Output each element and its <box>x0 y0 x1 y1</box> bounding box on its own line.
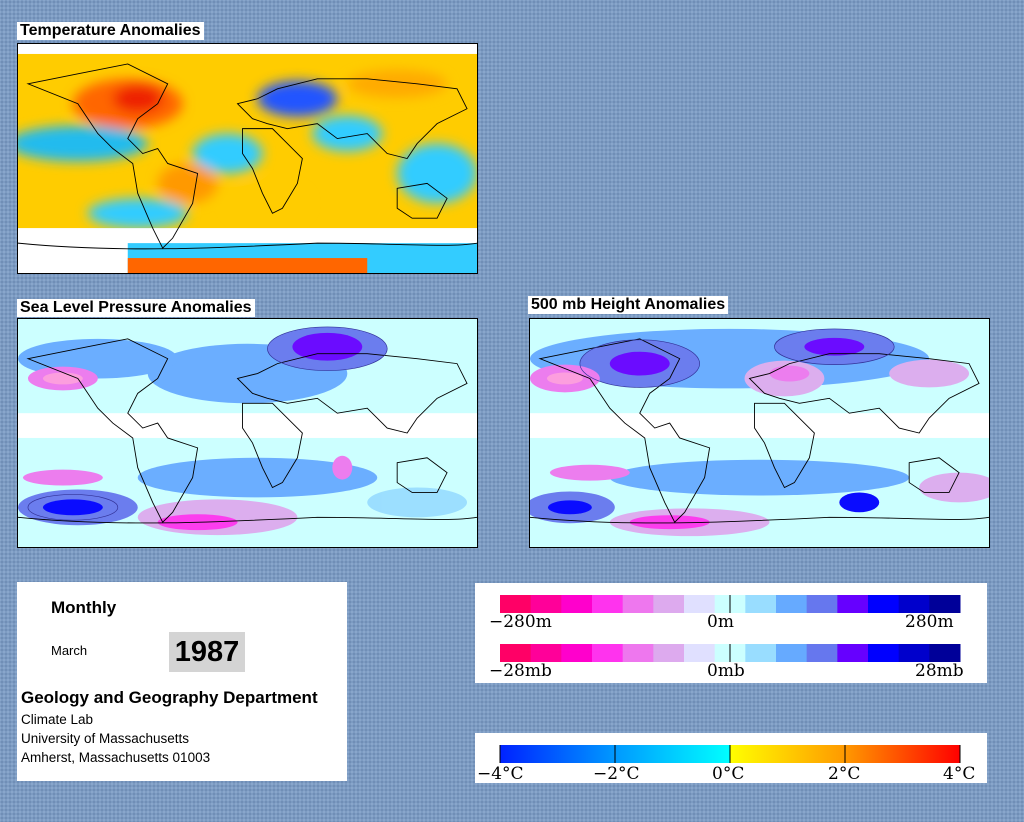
colorbar-segment <box>776 595 808 613</box>
colorbar-segment <box>592 595 624 613</box>
month-label: March <box>51 643 88 658</box>
height-colorbar <box>500 595 961 613</box>
height-zero-label: 0m <box>707 612 734 632</box>
height-max-label: 280m <box>905 612 954 632</box>
colorbar-segment <box>868 644 900 662</box>
temp-label-neg4: −4°C <box>477 764 524 783</box>
period-label: Monthly <box>51 598 117 617</box>
temperature-anomaly-map <box>17 43 478 274</box>
temp-label-4: 4°C <box>943 764 975 783</box>
colorbar-segment <box>500 595 532 613</box>
colorbar-segment <box>500 644 532 662</box>
lab-label: Climate Lab <box>21 712 94 727</box>
colorbar-segment <box>929 644 961 662</box>
info-box: Monthly March 1987 Geology and Geography… <box>17 582 347 781</box>
colorbar-segment <box>745 644 777 662</box>
height500-anomaly-map <box>529 318 990 548</box>
colorbar-segment <box>592 644 624 662</box>
colorbar-segment <box>898 595 930 613</box>
colorbar-segment <box>530 644 562 662</box>
slp-zero-label: 0mb <box>707 661 745 681</box>
colorbar-segment <box>806 644 838 662</box>
colorbar-segment <box>684 595 716 613</box>
temp-label-0: 0°C <box>712 764 744 783</box>
colorbar-segment <box>561 595 593 613</box>
colorbar-segment <box>530 595 562 613</box>
temperature-legend: −4°C −2°C 0°C 2°C 4°C <box>475 733 987 783</box>
height500-panel-title: 500 mb Height Anomalies <box>528 296 729 314</box>
colorbar-segment <box>653 644 685 662</box>
colorbar-segment <box>622 644 654 662</box>
colorbar-segment <box>622 595 654 613</box>
colorbar-segment <box>898 644 930 662</box>
colorbar-segment <box>806 595 838 613</box>
temp-label-2: 2°C <box>828 764 860 783</box>
colorbar-segment <box>837 644 869 662</box>
colorbar-segment <box>653 595 685 613</box>
temp-label-neg2: −2°C <box>593 764 640 783</box>
year-label: 1987 <box>169 632 245 672</box>
address-label: Amherst, Massachusetts 01003 <box>21 750 211 765</box>
colorbar-segment <box>684 644 716 662</box>
colorbar-segment <box>868 595 900 613</box>
slp-colorbar <box>500 644 961 662</box>
pressure-height-legend: −280m 0m 280m −28mb 0mb 28mb <box>475 583 987 683</box>
slp-min-label: −28mb <box>489 661 552 681</box>
height-min-label: −280m <box>489 612 552 632</box>
colorbar-segment <box>561 644 593 662</box>
colorbar-segment <box>776 644 808 662</box>
colorbar-segment <box>745 595 777 613</box>
temperature-panel-title: Temperature Anomalies <box>17 22 204 40</box>
slp-panel-title: Sea Level Pressure Anomalies <box>17 299 255 317</box>
department-label: Geology and Geography Department <box>21 688 318 707</box>
slp-max-label: 28mb <box>915 661 964 681</box>
colorbar-segment <box>929 595 961 613</box>
university-label: University of Massachusetts <box>21 731 190 746</box>
colorbar-segment <box>837 595 869 613</box>
slp-anomaly-map <box>17 318 478 548</box>
